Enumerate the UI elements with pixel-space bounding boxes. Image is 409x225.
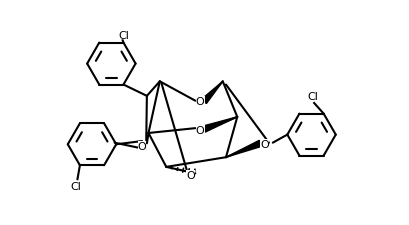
Text: O: O	[260, 140, 268, 150]
Text: O: O	[196, 125, 204, 135]
Polygon shape	[225, 141, 261, 158]
Text: Cl: Cl	[307, 91, 318, 101]
Text: Cl: Cl	[119, 30, 129, 40]
Polygon shape	[201, 82, 222, 104]
Text: O: O	[137, 141, 146, 151]
Polygon shape	[202, 117, 237, 133]
Text: Cl: Cl	[70, 181, 81, 191]
Text: O: O	[186, 170, 194, 180]
Text: O: O	[196, 96, 204, 106]
